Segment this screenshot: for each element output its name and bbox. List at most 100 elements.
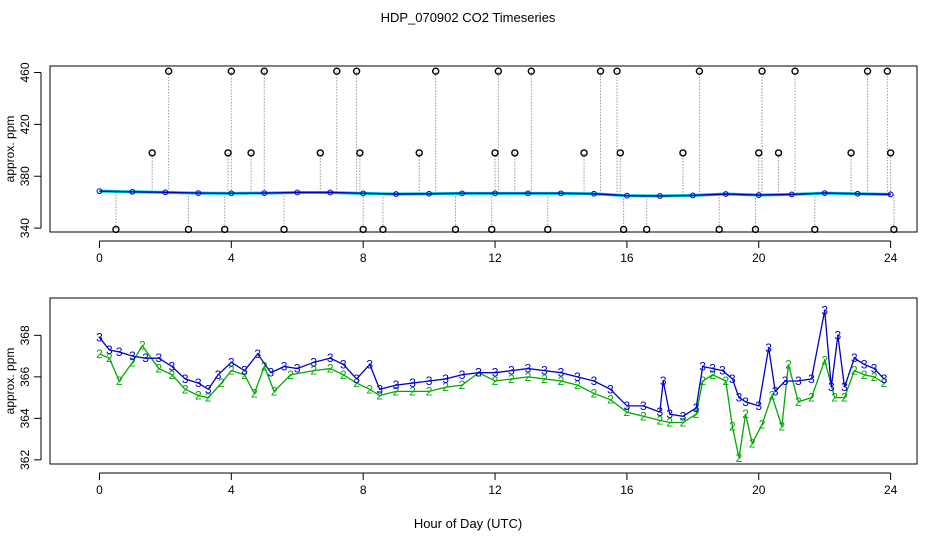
series-3-marker: 3 xyxy=(795,374,802,388)
series-3-marker: 3 xyxy=(558,366,565,380)
outlier-point xyxy=(148,149,156,157)
series-3-marker: 3 xyxy=(475,366,482,380)
y-tick-label: 420 xyxy=(18,114,32,134)
series-3-marker: 3 xyxy=(693,401,700,415)
series-3-marker: 3 xyxy=(106,343,113,357)
baseline-point xyxy=(129,188,136,195)
series-2-line xyxy=(99,344,885,458)
outlier-point xyxy=(751,225,760,234)
outlier-point xyxy=(221,225,229,234)
outlier-point xyxy=(883,67,892,75)
outlier-point xyxy=(247,149,255,157)
baseline-line xyxy=(99,190,891,197)
series-3-marker: 3 xyxy=(169,359,176,373)
outlier-point xyxy=(715,225,723,234)
series-2-marker: 2 xyxy=(680,416,687,430)
series-2-marker: 2 xyxy=(871,370,878,384)
series-3-marker: 3 xyxy=(195,376,202,390)
outlier-point xyxy=(613,67,621,75)
series-2-marker: 2 xyxy=(96,347,103,361)
series-3-marker: 3 xyxy=(205,382,212,396)
y-tick-label: 362 xyxy=(18,450,32,470)
x-axis: 0 4 8 12 16 20 24 xyxy=(96,240,898,265)
series-2-marker: 2 xyxy=(709,368,716,382)
outlier-point xyxy=(260,67,268,75)
series-2-marker: 2 xyxy=(129,355,136,369)
x-tick-label: 4 xyxy=(228,483,235,497)
series-2-marker: 2 xyxy=(340,368,347,382)
baseline-point xyxy=(624,192,630,199)
outlier-point xyxy=(415,149,423,157)
series-2-marker: 2 xyxy=(195,389,202,403)
series-2-marker: 2 xyxy=(657,413,664,427)
outlier-point xyxy=(642,225,651,234)
series-2-marker: 2 xyxy=(508,372,515,386)
series-2-marker: 2 xyxy=(785,357,792,371)
series-2-marker: 2 xyxy=(376,389,383,403)
figure-title: HDP_070902 CO2 Timeseries xyxy=(381,10,556,25)
series-3-marker: 3 xyxy=(828,380,835,394)
baseline-point xyxy=(722,191,729,197)
series-2-marker: 2 xyxy=(169,368,176,382)
y-tick-label: 364 xyxy=(18,408,32,428)
series-3-marker: 3 xyxy=(755,399,762,413)
series-3-marker: 3 xyxy=(782,374,789,388)
series-3-marker: 3 xyxy=(409,376,416,390)
series-2-marker: 2 xyxy=(366,382,373,396)
x-tick-label: 0 xyxy=(96,483,103,497)
series-3-marker: 3 xyxy=(142,351,149,365)
series-3-marker: 3 xyxy=(393,378,400,392)
series-3-marker: 3 xyxy=(742,395,749,409)
series-3-marker: 3 xyxy=(709,362,716,376)
series-2-marker: 2 xyxy=(861,368,868,382)
series-2-marker: 2 xyxy=(426,384,433,398)
series-2-marker: 2 xyxy=(525,370,532,384)
series-3-marker: 3 xyxy=(574,370,581,384)
outlier-point xyxy=(511,149,519,157)
series-3-marker: 3 xyxy=(851,351,858,365)
baseline-point xyxy=(294,189,301,196)
series-3-marker: 3 xyxy=(657,405,664,419)
outlier-point xyxy=(164,67,173,75)
outlier-point xyxy=(112,225,120,234)
outlier-point xyxy=(494,67,503,75)
series-3-marker: 3 xyxy=(340,357,347,371)
series-3-marker: 3 xyxy=(294,362,301,376)
x-axis: 0 4 8 12 16 20 24 xyxy=(96,472,898,497)
series-3-marker: 3 xyxy=(459,368,466,382)
baseline-point xyxy=(492,190,498,197)
outlier-point xyxy=(596,67,605,75)
outlier-point xyxy=(451,225,460,234)
series-2-marker: 2 xyxy=(327,362,334,376)
series-2-marker: 2 xyxy=(841,391,848,405)
series-3-marker: 3 xyxy=(881,372,888,386)
x-tick-label: 8 xyxy=(360,483,367,497)
series-3-marker: 3 xyxy=(268,366,275,380)
outlier-point xyxy=(863,67,872,75)
series-3-marker: 3 xyxy=(327,351,334,365)
x-tick-label: 12 xyxy=(488,251,502,265)
series-2-marker: 2 xyxy=(821,353,828,367)
x-tick-label: 16 xyxy=(620,251,634,265)
x-axis-label: Hour of Day (UTC) xyxy=(414,516,522,531)
baseline-point xyxy=(426,190,433,197)
baseline-point xyxy=(887,191,894,198)
outlier-point xyxy=(280,225,288,234)
outlier-point xyxy=(679,149,687,157)
series-2-marker: 2 xyxy=(742,407,749,421)
outlier-point xyxy=(227,67,236,75)
x-tick-label: 4 xyxy=(228,251,235,265)
baseline-point xyxy=(393,191,400,197)
series-2-marker: 2 xyxy=(251,386,258,400)
outlier-point xyxy=(619,225,628,234)
top-panel-co2-outliers: 0 4 8 12 16 20 24 340 380 420 460 approx. ppm xyxy=(3,62,918,265)
x-tick-label: 8 xyxy=(360,251,367,265)
series-2-marker: 2 xyxy=(182,382,189,396)
series-3-marker: 3 xyxy=(666,407,673,421)
y-tick-label: 380 xyxy=(18,166,32,186)
series-3-marker: 3 xyxy=(821,303,828,317)
outlier-point xyxy=(616,149,625,157)
y-tick-label: 340 xyxy=(18,218,32,238)
outlier-point xyxy=(758,67,766,75)
